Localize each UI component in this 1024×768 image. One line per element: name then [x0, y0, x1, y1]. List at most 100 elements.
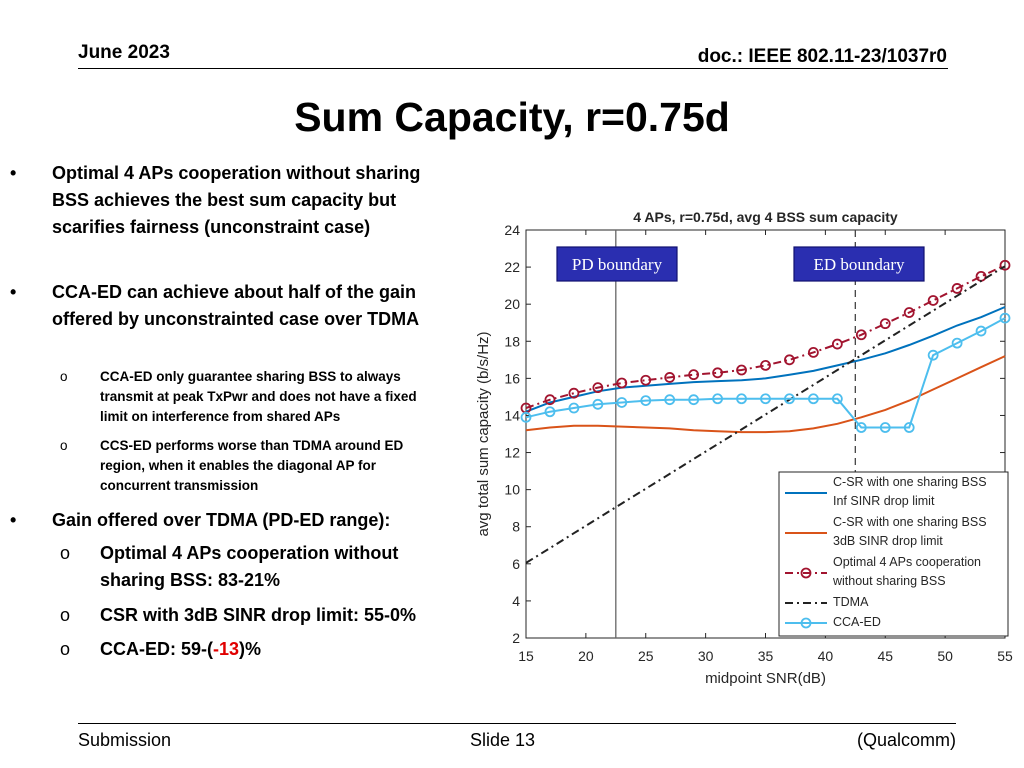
data-point — [831, 338, 843, 350]
data-point — [664, 394, 676, 406]
data-point — [712, 393, 724, 405]
data-point — [544, 406, 556, 418]
series-line — [525, 264, 1006, 409]
bullet-dot: • — [10, 282, 17, 302]
y-tick-label: 14 — [504, 407, 520, 423]
sub-bullet-mark: o — [60, 438, 68, 453]
sub-bullet-mark: o — [60, 543, 71, 563]
cca-ed-gain-prefix: CCA-ED: 59-( — [100, 639, 214, 659]
x-tick-label: 15 — [518, 648, 534, 664]
slide-title: Sum Capacity, r=0.75d — [294, 94, 730, 140]
legend-label: Optimal 4 APs cooperation without sharing… — [832, 555, 981, 588]
legend-marker — [800, 567, 812, 579]
data-point — [568, 402, 580, 414]
data-point — [616, 397, 628, 408]
data-point — [855, 329, 867, 341]
sub-bullet-mark: o — [60, 369, 68, 384]
footer-slide-number: Slide 13 — [470, 730, 536, 750]
data-point — [879, 422, 891, 433]
header-divider — [78, 68, 948, 69]
data-point — [640, 395, 652, 407]
x-tick-label: 50 — [937, 648, 953, 664]
boundary-label-box — [556, 246, 678, 282]
bullet-3-sub-3-text: CCA-ED: 59-(-13)% — [100, 636, 460, 663]
x-tick-label: 45 — [877, 648, 893, 664]
y-axis-label: avg total sum capacity (b/s/Hz) — [475, 331, 492, 536]
data-point — [927, 295, 939, 306]
data-point — [831, 393, 843, 405]
data-point — [879, 318, 891, 330]
data-point — [688, 394, 700, 406]
legend-label: TDMA — [833, 595, 869, 609]
data-point — [807, 346, 819, 358]
data-point — [855, 422, 867, 433]
data-point — [760, 393, 771, 405]
bullet-3-sub-2-text: CSR with 3dB SINR drop limit: 55-0% — [100, 605, 417, 625]
x-tick-label: 25 — [638, 648, 654, 664]
bullet-3-text: Gain offered over TDMA (PD-ED range): — [52, 510, 391, 530]
boundary-label-box — [793, 246, 925, 282]
legend-label: C-SR with one sharing BSS 3dB SINR drop l… — [833, 515, 987, 548]
header-doc-id: doc.: IEEE 802.11-23/1037r0 — [697, 46, 947, 67]
y-tick-label: 10 — [504, 482, 520, 498]
x-tick-label: 20 — [578, 648, 594, 664]
y-tick-label: 6 — [512, 556, 520, 572]
footer-divider — [78, 723, 956, 724]
data-point — [640, 374, 652, 386]
data-point — [520, 411, 532, 423]
legend-marker — [800, 617, 812, 629]
legend-label: C-SR with one sharing BSS Inf SINR drop l… — [833, 475, 987, 508]
y-tick-label: 22 — [504, 259, 520, 275]
sub-bullet-mark: o — [60, 639, 71, 659]
data-point — [544, 394, 556, 406]
bullet-dot: • — [10, 510, 17, 530]
data-point — [664, 372, 676, 383]
data-point — [784, 393, 795, 405]
sub-bullet-mark: o — [60, 605, 71, 625]
series-line — [525, 355, 1006, 434]
x-tick-label: 30 — [698, 648, 714, 664]
bullet-1-text: Optimal 4 APs cooperation without sharin… — [52, 163, 421, 237]
bullet-2-sub-1-text: CCA-ED only guarantee sharing BSS to alw… — [100, 369, 417, 424]
y-tick-label: 4 — [512, 593, 520, 609]
data-point — [784, 354, 795, 366]
sum-capacity-chart: 15 20 25 30 35 40 45 50 55246810121416182022244 … — [475, 209, 1013, 687]
data-point — [927, 349, 939, 361]
data-point — [903, 422, 915, 433]
x-tick-label: 35 — [758, 648, 774, 664]
data-point — [807, 393, 819, 405]
data-point — [903, 307, 915, 318]
series-line — [525, 306, 1006, 413]
data-point — [616, 377, 628, 389]
data-point — [712, 367, 724, 379]
x-axis-label: midpoint SNR(dB) — [705, 670, 826, 687]
data-point — [592, 398, 604, 410]
y-tick-label: 24 — [504, 222, 520, 238]
series-line — [525, 265, 1006, 564]
data-point — [736, 393, 747, 405]
y-tick-label: 20 — [504, 296, 520, 312]
bullet-2-sub-2-text: CCS-ED performs worse than TDMA around E… — [100, 438, 404, 493]
bullet-dot: • — [10, 163, 17, 183]
data-point — [736, 364, 747, 376]
data-point — [999, 312, 1011, 324]
y-tick-label: 18 — [504, 333, 520, 349]
y-tick-label: 8 — [512, 519, 520, 535]
footer-company: (Qualcomm) — [856, 730, 956, 750]
data-point — [951, 337, 963, 349]
y-tick-label: 16 — [504, 370, 520, 386]
data-point — [760, 359, 771, 371]
bullet-2-text: CCA-ED can achieve about half of the gai… — [52, 282, 420, 329]
data-point — [999, 259, 1011, 271]
data-point — [568, 387, 580, 399]
legend-label: CCA-ED — [833, 615, 881, 629]
data-point — [975, 325, 987, 337]
boundary-label: ED boundary — [813, 255, 905, 274]
bullet-3-sub-1-text: Optimal 4 APs cooperation without sharin… — [100, 543, 399, 590]
data-point — [688, 369, 700, 381]
footer-submission: Submission — [78, 730, 172, 750]
cca-ed-gain-negative: -13 — [213, 639, 240, 659]
data-point — [951, 283, 963, 294]
series-line — [525, 317, 1006, 429]
cca-ed-gain-suffix: )% — [239, 639, 262, 659]
